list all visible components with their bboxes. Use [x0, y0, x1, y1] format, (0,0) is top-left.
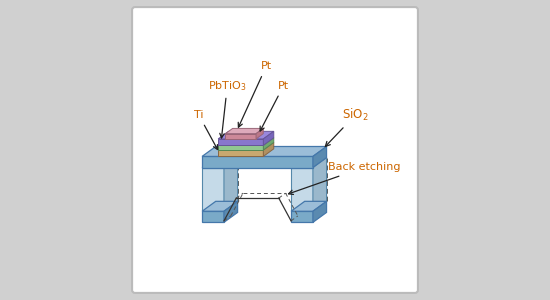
- Polygon shape: [224, 158, 238, 211]
- Polygon shape: [218, 131, 274, 139]
- Text: Pt: Pt: [238, 61, 272, 127]
- Text: Pt: Pt: [260, 81, 289, 131]
- Polygon shape: [218, 138, 274, 145]
- Polygon shape: [313, 201, 327, 222]
- Polygon shape: [291, 158, 327, 167]
- Polygon shape: [263, 142, 274, 156]
- Polygon shape: [313, 158, 327, 211]
- Polygon shape: [202, 146, 327, 156]
- Polygon shape: [202, 158, 238, 167]
- Polygon shape: [218, 142, 274, 150]
- Polygon shape: [291, 167, 313, 211]
- Polygon shape: [291, 201, 327, 211]
- Polygon shape: [202, 201, 238, 211]
- Polygon shape: [202, 211, 224, 222]
- Polygon shape: [263, 131, 274, 145]
- Polygon shape: [218, 139, 263, 145]
- Polygon shape: [263, 138, 274, 150]
- Text: SiO$_2$: SiO$_2$: [326, 107, 368, 146]
- Text: PbTiO$_3$: PbTiO$_3$: [208, 79, 247, 138]
- Polygon shape: [224, 201, 238, 222]
- Text: Ti: Ti: [194, 110, 218, 149]
- Polygon shape: [226, 128, 263, 134]
- Polygon shape: [218, 150, 263, 156]
- Text: Back etching: Back etching: [289, 163, 400, 194]
- Polygon shape: [202, 156, 313, 167]
- Polygon shape: [256, 128, 263, 139]
- Polygon shape: [226, 134, 256, 139]
- Polygon shape: [291, 211, 313, 222]
- FancyBboxPatch shape: [132, 7, 418, 293]
- Polygon shape: [313, 146, 327, 167]
- Polygon shape: [218, 145, 263, 150]
- Polygon shape: [202, 167, 224, 211]
